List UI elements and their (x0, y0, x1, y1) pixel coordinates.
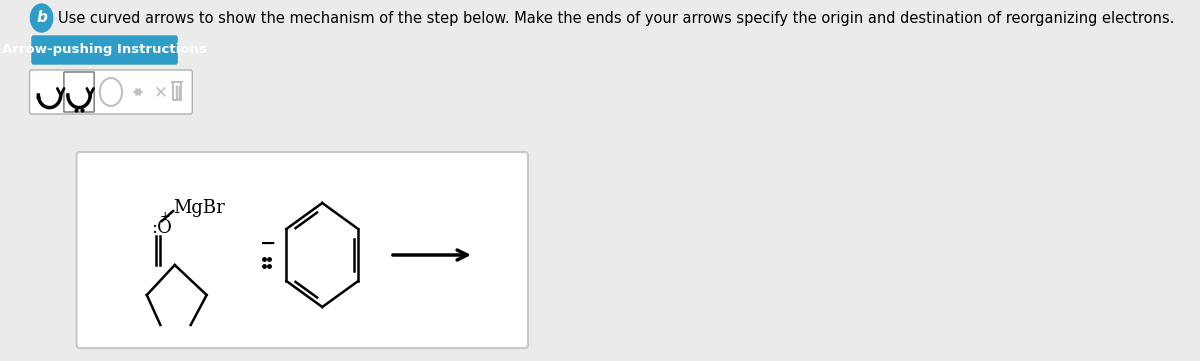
FancyBboxPatch shape (77, 152, 528, 348)
Text: Use curved arrows to show the mechanism of the step below. Make the ends of your: Use curved arrows to show the mechanism … (58, 10, 1174, 26)
Text: :O: :O (151, 219, 172, 237)
Circle shape (30, 4, 53, 32)
FancyBboxPatch shape (30, 70, 192, 114)
FancyBboxPatch shape (32, 36, 178, 64)
FancyBboxPatch shape (64, 72, 94, 112)
Text: ✕: ✕ (155, 83, 168, 101)
Text: MgBr: MgBr (173, 199, 224, 217)
Text: b: b (36, 10, 47, 26)
Text: +: + (160, 210, 170, 223)
Text: Arrow-pushing Instructions: Arrow-pushing Instructions (2, 43, 206, 57)
Text: −: − (260, 234, 276, 252)
